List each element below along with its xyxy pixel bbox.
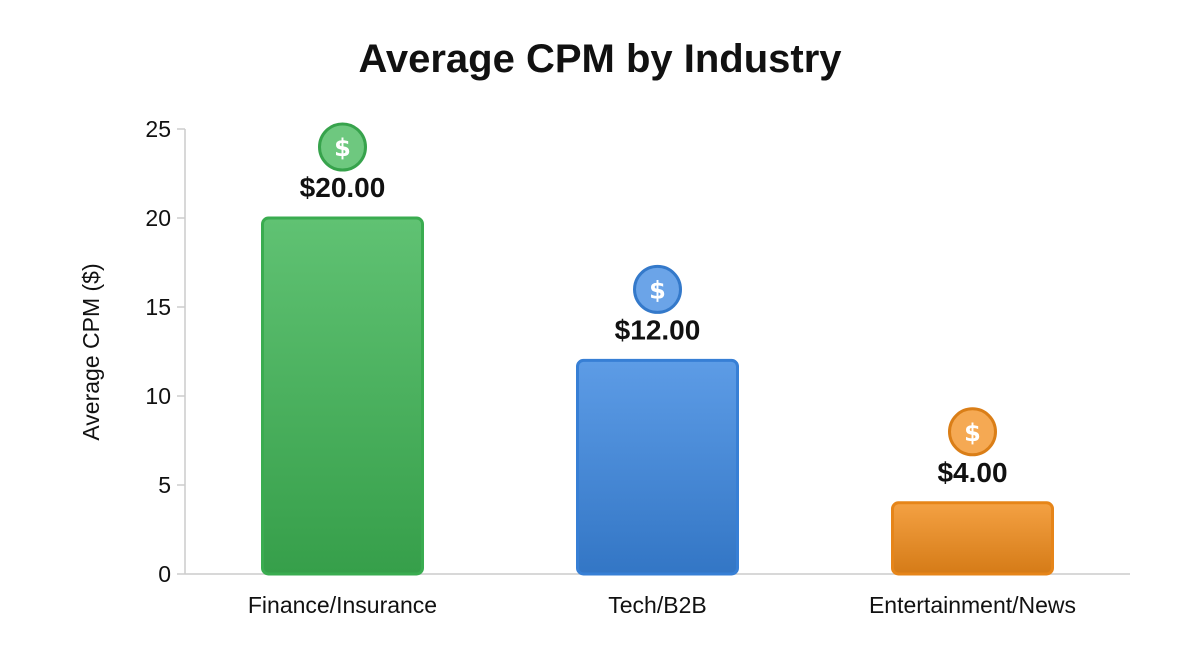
chart-title: Average CPM by Industry <box>358 37 842 81</box>
y-tick-label: 10 <box>145 383 171 409</box>
x-category-label: Finance/Insurance <box>248 592 437 618</box>
coin-glyph: $ <box>964 419 981 447</box>
value-label: $12.00 <box>615 314 701 345</box>
y-axis-ticks: 0 5 10 15 20 25 <box>145 116 185 587</box>
y-tick-label: 25 <box>145 116 171 142</box>
bar-entertainment-news <box>891 501 1054 576</box>
coin-glyph: $ <box>334 134 351 162</box>
x-category-label: Entertainment/News <box>869 592 1076 618</box>
dollar-coin-icon: $ <box>948 407 997 457</box>
value-label: $20.00 <box>300 172 386 203</box>
y-axis-label: Average CPM ($) <box>78 263 104 440</box>
bar-tech-b2b <box>576 358 739 576</box>
y-tick-label: 0 <box>158 561 171 587</box>
y-tick-label: 15 <box>145 294 171 320</box>
y-tick-label: 20 <box>145 205 171 231</box>
coin-circle <box>633 264 682 314</box>
dollar-coin-icon: $ <box>318 122 367 172</box>
bars: $20.00 $ Finance/Insurance $12.00 $ Tech/B2B $… <box>248 122 1076 618</box>
dollar-coin-icon: $ <box>633 264 682 314</box>
value-label: $4.00 <box>937 457 1007 488</box>
y-tick-label: 5 <box>158 472 171 498</box>
bar-finance-insurance <box>261 216 424 576</box>
x-category-label: Tech/B2B <box>608 592 706 618</box>
coin-circle <box>948 407 997 457</box>
coin-glyph: $ <box>649 276 666 304</box>
coin-circle <box>318 122 367 172</box>
